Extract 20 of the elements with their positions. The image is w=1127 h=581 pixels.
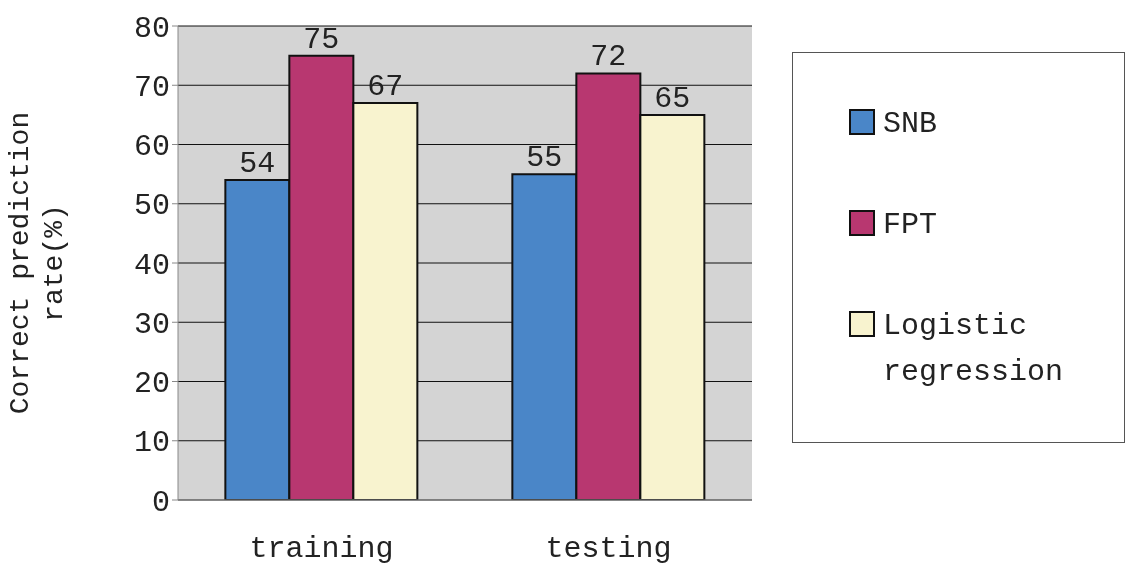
x-tick-label: training <box>249 532 394 567</box>
y-axis-title: Correct prediction rate(%) <box>5 111 70 415</box>
y-tick-label: 70 <box>133 70 170 105</box>
y-tick-label: 50 <box>133 189 170 224</box>
x-tick-label: testing <box>545 532 672 567</box>
data-label: 65 <box>654 81 691 116</box>
y-tick-label: 20 <box>133 367 170 402</box>
data-label: 75 <box>303 22 340 57</box>
y-tick-label: 80 <box>133 11 170 46</box>
data-label: 55 <box>526 141 563 176</box>
y-tick-label: 60 <box>133 130 170 165</box>
legend-label: FPT <box>883 206 938 244</box>
data-label: 72 <box>590 40 627 75</box>
y-tick-label: 0 <box>151 485 170 520</box>
data-label: 54 <box>239 147 276 182</box>
legend-label: SNB <box>883 105 938 143</box>
y-tick-label: 30 <box>133 307 170 342</box>
legend-label: Logistic regression <box>883 307 1065 391</box>
y-tick-label: 10 <box>133 426 170 461</box>
y-tick-label: 40 <box>133 248 170 283</box>
